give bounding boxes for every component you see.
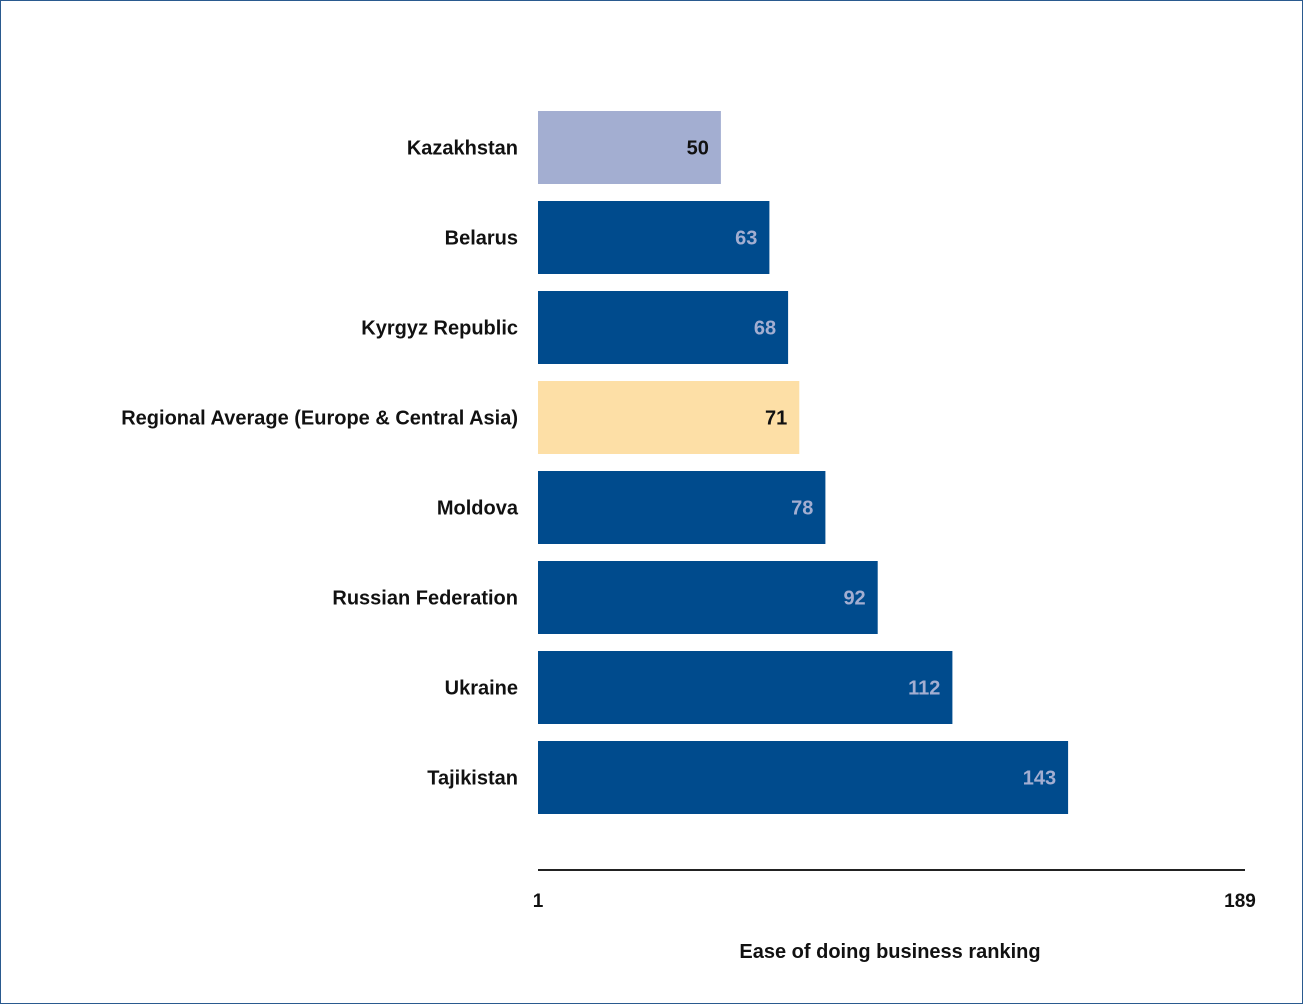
category-label: Regional Average (Europe & Central Asia) [121,408,518,430]
category-label: Belarus [445,228,518,250]
category-label: Kyrgyz Republic [361,318,518,340]
x-axis-title: Ease of doing business ranking [739,941,1040,963]
bar-kyrgyz-republic [538,291,788,364]
value-label: 143 [1023,768,1056,790]
bar-moldova [538,471,825,544]
bar-regional-average-europe-central-asia [538,381,799,454]
bar-tajikistan [538,741,1068,814]
value-label: 92 [843,588,865,610]
category-label: Russian Federation [332,588,518,610]
value-label: 63 [735,228,757,250]
value-label: 71 [765,408,787,430]
value-label: 112 [908,678,940,700]
value-label: 78 [791,498,813,520]
category-label: Ukraine [445,678,518,700]
category-label: Moldova [437,498,519,520]
x-tick-label-min: 1 [533,891,544,912]
bar-ukraine [538,651,952,724]
value-label: 50 [687,138,709,160]
category-label: Kazakhstan [407,138,518,160]
bars-layer [538,111,1068,814]
category-label: Tajikistan [427,768,518,790]
value-label: 68 [754,318,776,340]
x-tick-label-max: 189 [1224,891,1256,912]
bar-russian-federation [538,561,878,634]
